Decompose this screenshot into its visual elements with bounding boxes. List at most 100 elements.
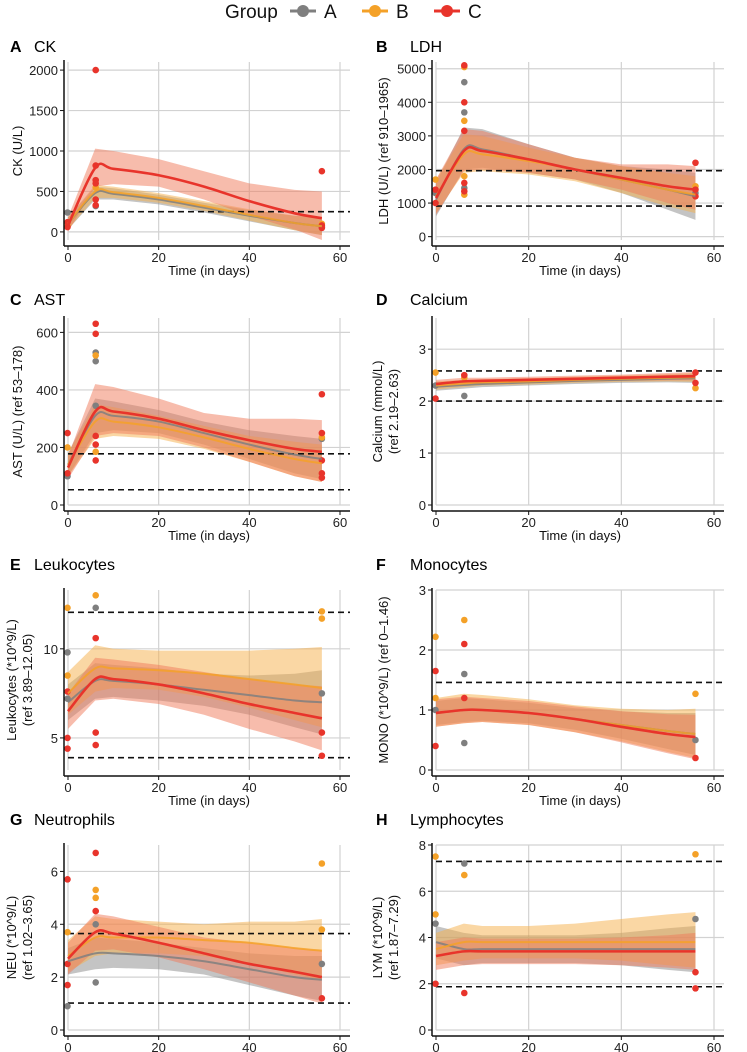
legend-label-A: A xyxy=(324,2,337,23)
data-point-B xyxy=(461,616,468,624)
x-tick-label: 20 xyxy=(521,1040,535,1052)
panel-letter: H xyxy=(376,812,388,829)
y-tick-label: 6 xyxy=(51,864,58,879)
data-point-C xyxy=(64,960,71,968)
mean-line-B xyxy=(67,417,323,466)
x-axis-label: Time (in days) xyxy=(168,528,250,543)
x-tick-label: 40 xyxy=(614,780,628,795)
mean-line-A xyxy=(67,951,322,981)
y-tick-label: 4 xyxy=(51,917,58,932)
mean-line-A xyxy=(67,410,323,466)
x-tick-label: 60 xyxy=(707,1040,721,1052)
y-tick-label: 0 xyxy=(419,1023,426,1038)
panel-title: Leukocytes xyxy=(34,557,115,574)
mean-line-C xyxy=(66,405,323,469)
data-point-C xyxy=(461,127,468,135)
x-tick-label: 40 xyxy=(242,250,256,265)
x-tick-label: 60 xyxy=(333,515,347,530)
data-point-A xyxy=(92,357,99,365)
data-point-A xyxy=(461,739,468,747)
y-tick-label: 0 xyxy=(419,763,426,778)
x-tick-label: 60 xyxy=(707,515,721,530)
x-tick-label: 0 xyxy=(432,515,439,530)
y-tick-label: 0 xyxy=(419,498,426,513)
data-point-C xyxy=(318,390,326,398)
data-point-C xyxy=(92,180,99,187)
data-point-B xyxy=(318,860,326,867)
data-point-C xyxy=(92,66,99,74)
y-axis-label: NEU (*10^9/L) xyxy=(4,896,19,979)
data-point-B xyxy=(64,604,71,612)
y-tick-label: 2 xyxy=(419,977,426,992)
data-point-C xyxy=(92,196,99,203)
panel-F: F Monocytes 0 1 2 3 0 20 40 60 Time (in days) MONO … xyxy=(376,557,724,808)
panel-title: Neutrophils xyxy=(34,812,115,829)
y-tick-label: 200 xyxy=(36,440,58,455)
panel-letter: B xyxy=(376,39,388,56)
y-tick-label: 0 xyxy=(51,225,58,240)
y-axis-label: CK (U/L) xyxy=(10,126,25,177)
mean-line-C xyxy=(66,675,323,720)
y-tick-label: 0 xyxy=(419,230,426,245)
data-point-B xyxy=(692,850,699,858)
y-tick-label: 0 xyxy=(51,498,58,513)
y-tick-label: 4000 xyxy=(397,95,426,110)
x-tick-label: 0 xyxy=(432,780,439,795)
data-point-A xyxy=(64,649,71,656)
ci-band-C xyxy=(436,696,696,760)
data-point-B xyxy=(432,911,439,918)
data-point-C xyxy=(318,994,326,1002)
y-tick-label: 1 xyxy=(419,446,426,461)
y-axis-label: MONO (*10^9/L) (ref 0–1.46) xyxy=(376,596,391,763)
data-point-A xyxy=(461,109,468,116)
data-point-A xyxy=(461,78,468,86)
data-point-A xyxy=(92,920,99,928)
data-point-A xyxy=(461,670,468,678)
data-point-A xyxy=(92,604,99,612)
data-point-B xyxy=(432,176,439,183)
panel-title: LDH xyxy=(410,39,442,56)
data-point-C xyxy=(64,745,71,752)
data-point-C xyxy=(92,741,99,749)
mean-line-A xyxy=(435,941,696,951)
panel-title: AST xyxy=(34,292,65,309)
data-point-C xyxy=(64,981,71,989)
data-point-C xyxy=(432,395,439,402)
panel-H: HLymphocytes024680204060Time (in days)LY… xyxy=(370,812,724,1052)
data-point-B xyxy=(92,352,99,359)
data-point-B xyxy=(318,926,326,933)
y-tick-label: 3 xyxy=(419,583,426,598)
data-point-B xyxy=(318,615,326,622)
mean-line-A xyxy=(67,678,322,704)
data-point-C xyxy=(92,729,99,736)
data-point-C xyxy=(461,179,468,187)
data-point-C xyxy=(432,667,439,675)
data-point-C xyxy=(432,742,439,750)
y-tick-label: 600 xyxy=(36,325,58,340)
x-tick-label: 60 xyxy=(707,780,721,795)
x-tick-label: 20 xyxy=(151,780,165,795)
x-tick-label: 0 xyxy=(64,1040,71,1052)
data-point-B xyxy=(432,369,439,376)
data-point-C xyxy=(432,199,439,207)
y-tick-label: 5 xyxy=(51,731,58,746)
y-tick-label: 8 xyxy=(419,838,426,853)
panel-letter: A xyxy=(10,39,22,56)
data-point-B xyxy=(318,608,326,615)
mean-line-B xyxy=(435,940,696,951)
data-point-C xyxy=(461,989,468,997)
x-tick-label: 60 xyxy=(333,1040,347,1052)
y-axis-label: (ref 3.89–12.05) xyxy=(20,634,35,727)
data-point-C xyxy=(92,457,99,464)
mean-line-C xyxy=(66,162,323,226)
legend-title: Group xyxy=(225,2,278,23)
data-point-B xyxy=(432,694,439,702)
data-point-B xyxy=(692,690,699,698)
data-point-B xyxy=(461,117,468,125)
data-point-C xyxy=(692,985,699,992)
data-point-C xyxy=(318,429,326,437)
y-tick-label: 2 xyxy=(419,394,426,409)
x-tick-label: 40 xyxy=(614,250,628,265)
data-point-C xyxy=(92,330,99,338)
